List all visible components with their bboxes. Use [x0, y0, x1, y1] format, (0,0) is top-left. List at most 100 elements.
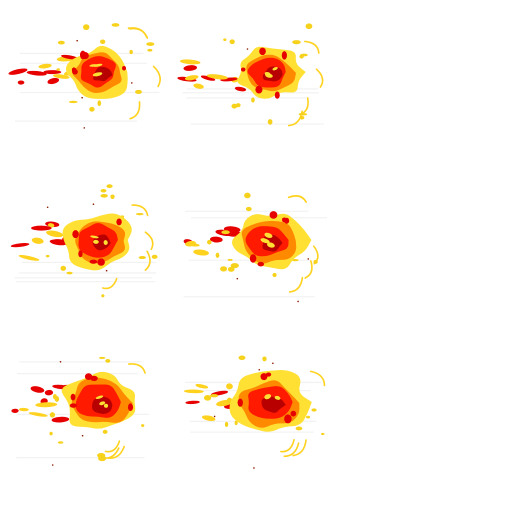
spark-streak — [35, 402, 58, 408]
ember-particle — [30, 386, 45, 393]
flame-fragment — [68, 100, 78, 104]
spark-arc — [129, 101, 141, 120]
ember-particle — [240, 67, 246, 72]
smoke-streak — [182, 92, 320, 94]
spark-streak — [11, 408, 19, 413]
ash-dot — [81, 96, 83, 99]
explosion-frame-5 — [0, 330, 170, 500]
ember-particle — [10, 243, 30, 248]
ash-dot — [51, 464, 54, 466]
fire-core-dark — [262, 66, 283, 82]
ash-dot — [131, 82, 133, 84]
spark-streak — [193, 83, 204, 89]
core-highlight — [266, 242, 275, 248]
spark-arc — [280, 439, 295, 453]
ember-particle — [249, 254, 257, 263]
smoke-streak — [16, 457, 145, 459]
ember-particle — [185, 240, 197, 247]
flame-fragment — [45, 254, 50, 258]
flame-fragment — [295, 426, 303, 431]
ember-particle — [184, 75, 199, 81]
smoke-streak — [185, 210, 309, 212]
flame-fragment — [231, 103, 238, 109]
flame-fragment — [89, 106, 95, 112]
ash-dot — [246, 48, 249, 50]
spark-arc — [299, 97, 309, 116]
ash-dot — [105, 269, 108, 272]
spark-streak — [17, 80, 25, 85]
ash-dot — [81, 434, 84, 437]
flame-fragment — [251, 97, 255, 103]
ember-particle — [47, 77, 60, 85]
flame-fragment — [223, 38, 227, 42]
core-highlight — [260, 238, 270, 244]
core-highlight — [264, 394, 272, 400]
ember-particle — [284, 414, 292, 424]
flame-fragment — [215, 252, 220, 258]
flame-fragment — [110, 194, 115, 199]
ember-particle — [290, 410, 297, 417]
ash-dot — [92, 203, 95, 206]
spark-streak — [195, 384, 209, 389]
core-highlight — [93, 239, 99, 244]
spark-arc — [127, 27, 148, 38]
flame-fragment — [267, 119, 273, 125]
ember-particle — [47, 223, 55, 228]
ash-dot — [243, 88, 246, 90]
flame-fragment — [221, 230, 230, 235]
flame-fragment — [105, 358, 111, 363]
ember-particle — [201, 415, 216, 421]
explosion-frame-2-graphic — [177, 23, 325, 127]
flame-fragment — [54, 395, 60, 402]
explosion-frame-3 — [0, 168, 170, 338]
ember-particle — [69, 403, 77, 408]
flame-fragment — [245, 206, 252, 212]
flame-fragment — [224, 421, 229, 428]
explosion-frame-3-graphic — [10, 184, 158, 298]
spark-arc — [309, 370, 326, 387]
flame-fragment — [272, 272, 277, 278]
smoke-streak — [190, 123, 325, 125]
spark-arc — [104, 440, 121, 453]
spark-streak — [226, 383, 233, 390]
flame-fragment — [146, 42, 155, 46]
smoke-streak — [18, 272, 157, 274]
spark-arc — [304, 40, 320, 54]
ember-particle — [255, 85, 263, 94]
spark-arc — [107, 445, 125, 459]
ash-dot — [76, 39, 78, 42]
core-highlight — [274, 395, 281, 400]
ember-particle — [237, 398, 243, 407]
spark-arc — [292, 439, 307, 457]
spark-arc — [304, 260, 313, 279]
flame-fragment — [100, 39, 106, 45]
flame-fragment — [97, 100, 102, 107]
smoke-streak — [188, 259, 310, 261]
flame-fragment — [60, 265, 67, 271]
explosion-frame-6 — [170, 330, 340, 500]
explosion-frame-1-graphic — [8, 23, 161, 129]
spark-arc — [131, 204, 149, 217]
ember-particle — [46, 230, 64, 238]
flame-fragment — [229, 39, 235, 45]
spark-streak — [44, 389, 54, 396]
spark-streak — [28, 412, 48, 417]
ember-particle — [81, 52, 89, 60]
core-highlight — [264, 71, 271, 76]
flame-fragment — [151, 254, 158, 259]
smoke-streak — [16, 372, 138, 375]
core-highlight — [103, 240, 108, 245]
core-highlight — [92, 72, 103, 77]
flame-fragment — [321, 432, 325, 435]
ember-particle — [206, 74, 228, 80]
explosion-frame-4 — [170, 168, 340, 338]
spark-arc — [315, 68, 324, 88]
flame-fragment — [299, 115, 305, 120]
smoke-streak — [183, 296, 315, 298]
flame-fragment — [83, 24, 90, 31]
spark-streak — [210, 236, 223, 243]
explosion-frame-6-graphic — [183, 355, 326, 469]
flame-fragment — [57, 40, 65, 45]
ember-particle — [43, 70, 62, 75]
flame-fragment — [244, 192, 251, 199]
